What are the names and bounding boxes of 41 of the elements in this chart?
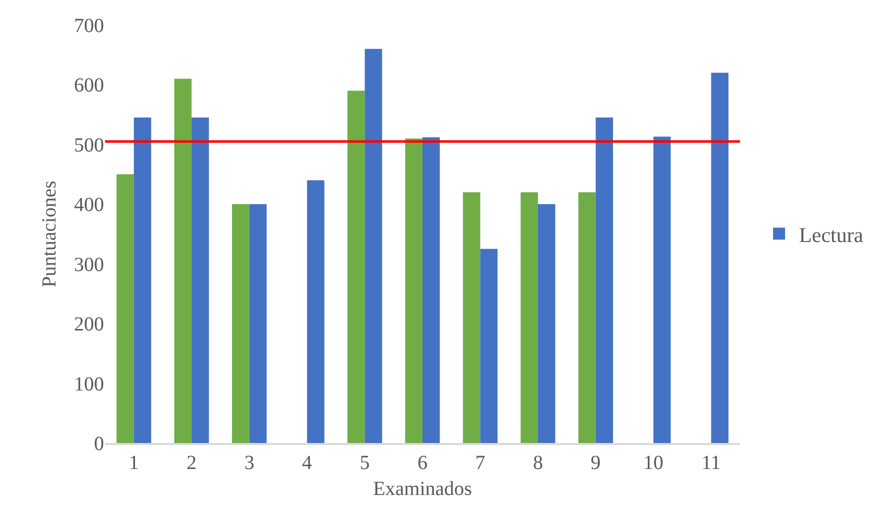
bar <box>174 78 192 443</box>
x-tick-label: 8 <box>532 452 543 474</box>
y-tick-label: 100 <box>74 373 104 396</box>
y-axis-title: Puntuaciones <box>38 180 60 288</box>
bar <box>422 137 440 443</box>
bar <box>520 192 538 443</box>
bar <box>232 204 250 443</box>
x-tick-label: 3 <box>244 452 254 474</box>
x-tick-label: 6 <box>418 452 428 474</box>
y-tick-label: 500 <box>74 134 104 156</box>
bar <box>578 192 596 443</box>
bar <box>364 48 382 443</box>
bar <box>192 118 209 443</box>
x-tick-label: 5 <box>360 452 370 474</box>
x-tick-label: 1 <box>128 452 139 474</box>
y-tick-label: 600 <box>74 74 104 97</box>
legend-label: Lectura <box>799 222 864 247</box>
bar <box>711 72 728 443</box>
x-axis-title: Examinados <box>373 478 472 500</box>
x-tick-label: 11 <box>702 452 721 474</box>
bar <box>538 204 556 443</box>
x-tick-label: 9 <box>590 452 601 474</box>
y-tick-label: 300 <box>74 254 104 276</box>
bar <box>653 136 671 443</box>
bar <box>249 204 267 443</box>
y-tick-label: 700 <box>74 15 104 37</box>
bar <box>116 174 134 443</box>
x-tick-label: 10 <box>643 452 664 474</box>
x-tick-label: 7 <box>475 452 486 474</box>
bar <box>462 192 480 443</box>
x-tick-label: 2 <box>186 452 197 474</box>
y-tick-label: 0 <box>94 433 104 455</box>
bar <box>134 118 152 443</box>
bar <box>480 248 498 443</box>
bar <box>596 118 613 443</box>
y-tick-label: 200 <box>74 314 104 336</box>
bar <box>405 138 422 443</box>
x-tick-label: 4 <box>302 452 312 474</box>
y-tick-label: 400 <box>74 194 104 216</box>
bar <box>347 90 365 443</box>
bar <box>307 180 324 443</box>
